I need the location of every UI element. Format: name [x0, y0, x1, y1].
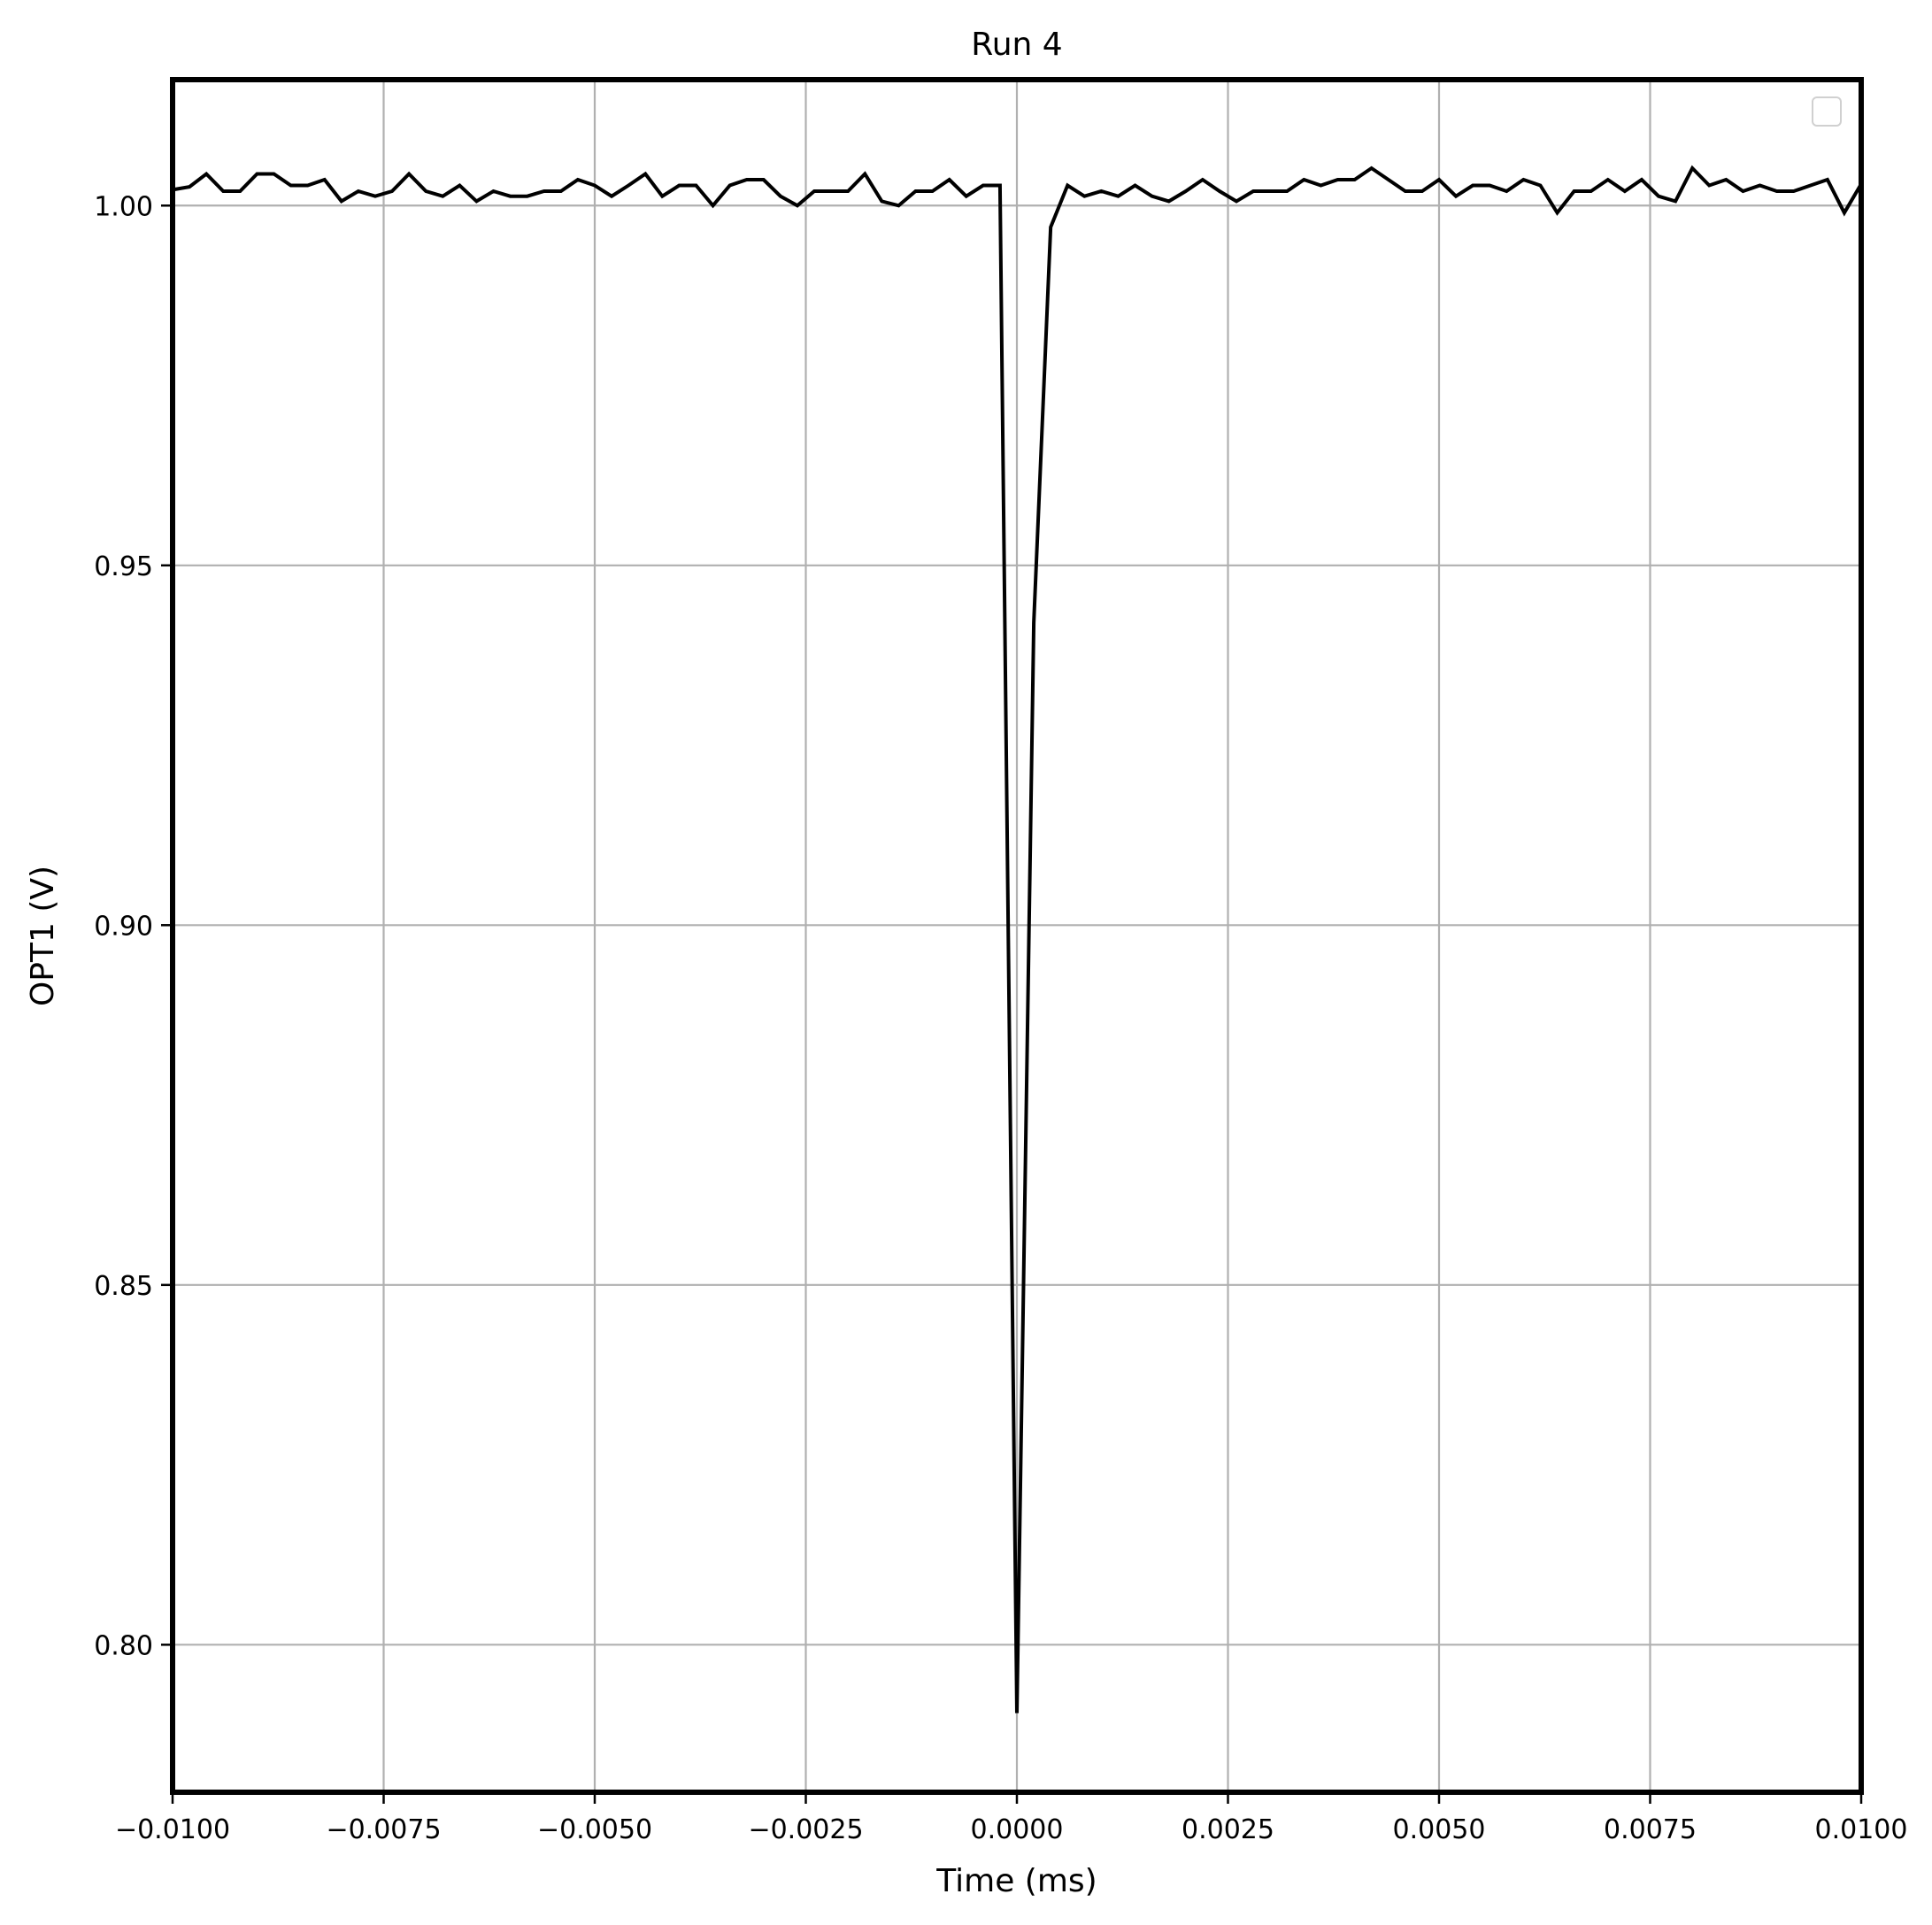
chart-title: Run 4 [971, 27, 1062, 63]
y-tick-label: 0.90 [94, 911, 153, 942]
x-tick-label: 0.0100 [1815, 1814, 1908, 1845]
x-tick-label: 0.0075 [1604, 1814, 1697, 1845]
x-tick-label: −0.0025 [748, 1814, 863, 1845]
y-tick-label: 1.00 [94, 191, 153, 222]
x-tick-layer: −0.0100 −0.0075 −0.0050 −0.0025 0.0000 0.0025… [115, 1792, 1908, 1845]
x-tick-label: 0.0025 [1182, 1814, 1274, 1845]
x-tick-label: −0.0100 [115, 1814, 230, 1845]
x-axis-label: Time (ms) [935, 1863, 1097, 1899]
x-tick-label: 0.0050 [1393, 1814, 1486, 1845]
y-tick-label: 0.95 [94, 551, 153, 582]
y-tick-label: 0.80 [94, 1630, 153, 1661]
legend-box [1812, 96, 1842, 127]
x-tick-label: −0.0050 [537, 1814, 652, 1845]
grid-layer [171, 80, 1863, 1792]
series-line [172, 165, 1863, 1713]
y-tick-layer: 0.80 0.85 0.90 0.95 1.00 [94, 191, 173, 1661]
x-tick-label: −0.0075 [326, 1814, 441, 1845]
y-axis-label: OPT1 (V) [25, 866, 61, 1006]
y-tick-label: 0.85 [94, 1271, 153, 1302]
line-layer [172, 165, 1863, 1713]
x-tick-label: 0.0000 [971, 1814, 1064, 1845]
